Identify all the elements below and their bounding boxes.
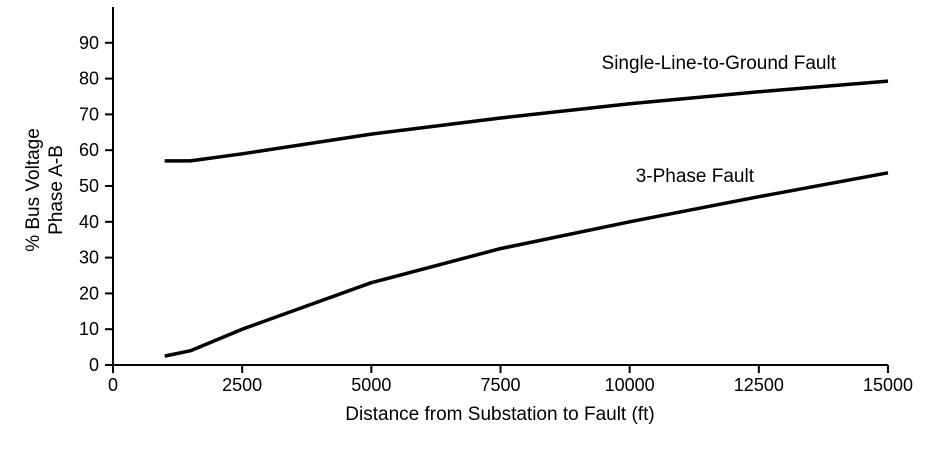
y-axis-title-line-1: % Bus Voltage xyxy=(23,128,44,252)
x-tick-label: 10000 xyxy=(605,375,655,395)
y-tick-label: 50 xyxy=(79,176,99,196)
y-tick-label: 90 xyxy=(79,33,99,53)
y-tick-label: 0 xyxy=(89,355,99,375)
series-label-single-line-to-ground-fault: Single-Line-to-Ground Fault xyxy=(602,53,837,74)
y-axis: 0 10 20 30 40 50 60 70 80 90 xyxy=(79,7,114,375)
x-axis-title: Distance from Substation to Fault (ft) xyxy=(345,404,654,425)
series-group xyxy=(164,79,889,358)
x-tick-label: 7500 xyxy=(480,375,520,395)
x-tick-label: 12500 xyxy=(734,375,784,395)
x-tick-label: 2500 xyxy=(222,375,262,395)
y-tick-label: 80 xyxy=(79,69,99,89)
x-tick-label: 5000 xyxy=(351,375,391,395)
series-label-3-phase-fault: 3-Phase Fault xyxy=(636,166,755,187)
x-tick-label: 15000 xyxy=(863,375,913,395)
y-tick-label: 10 xyxy=(79,319,99,339)
y-tick-label: 30 xyxy=(79,248,99,268)
x-axis: 0 2500 5000 7500 10000 12500 15000 xyxy=(108,364,913,395)
y-tick-label: 60 xyxy=(79,140,99,160)
series-line-single-line-to-ground-fault xyxy=(164,79,889,163)
y-tick-label: 20 xyxy=(79,283,99,303)
y-tick-label: 40 xyxy=(79,212,99,232)
series-line-3-phase-fault xyxy=(164,171,889,358)
y-axis-title-line-2: Phase A-B xyxy=(46,145,67,235)
y-tick-label: 70 xyxy=(79,104,99,124)
series-annotations: Single-Line-to-Ground Fault 3-Phase Fault xyxy=(602,53,837,187)
x-tick-label: 0 xyxy=(108,375,118,395)
